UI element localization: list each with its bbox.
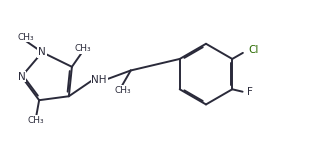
Text: CH₃: CH₃ [17,33,34,42]
Text: F: F [248,87,253,97]
Text: CH₃: CH₃ [74,44,91,53]
Text: N: N [18,72,25,82]
Text: Cl: Cl [248,45,259,55]
Text: N: N [38,47,46,57]
Text: CH₃: CH₃ [115,86,132,95]
Text: NH: NH [91,75,107,85]
Text: CH₃: CH₃ [28,116,44,125]
